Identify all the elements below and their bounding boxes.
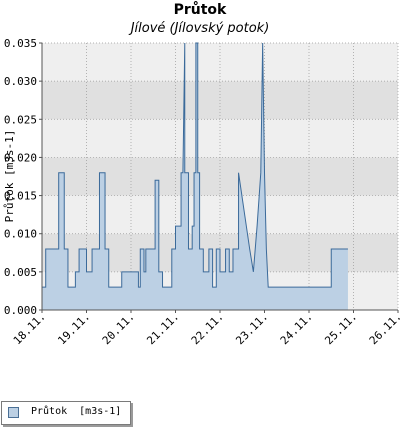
- y-tick-label: 0.010: [4, 228, 37, 241]
- plot-band: [42, 43, 398, 82]
- x-tick-label: 19.11.: [55, 310, 92, 347]
- y-tick-label: 0.000: [4, 304, 37, 317]
- x-tick-label: 25.11.: [322, 310, 359, 347]
- x-tick-label: 22.11.: [189, 310, 226, 347]
- y-tick-label: 0.030: [4, 75, 37, 88]
- y-tick-label: 0.025: [4, 113, 37, 126]
- x-tick-label: 24.11.: [278, 310, 315, 347]
- y-tick-labels: 0.000 0.005 0.010 0.015 0.020 0.025 0.030 0.035: [4, 37, 42, 317]
- legend: Průtok [m3s-1]: [1, 401, 131, 425]
- series-line: [42, 42, 348, 288]
- legend-swatch: [8, 407, 19, 418]
- y-tick-label: 0.020: [4, 151, 37, 164]
- series-area: [42, 43, 348, 310]
- x-tick-label: 20.11.: [100, 310, 137, 347]
- y-tick-label: 0.035: [4, 37, 37, 50]
- legend-label: Průtok [m3s-1]: [31, 406, 122, 417]
- x-tick-label: 23.11.: [233, 310, 270, 347]
- y-axis-label: Průtok [m3s-1]: [3, 130, 16, 223]
- y-tick-label: 0.015: [4, 190, 37, 203]
- x-tick-label: 21.11.: [144, 310, 181, 347]
- series-area-layer: [42, 42, 348, 310]
- chart-title: Průtok: [173, 2, 227, 18]
- x-tick-label: 26.11.: [367, 310, 400, 347]
- y-tick-label: 0.005: [4, 266, 37, 279]
- chart-subtitle: Jílové (Jílovský potok): [130, 21, 270, 36]
- x-tick-labels: 18.11. 19.11. 20.11. 21.11. 22.11. 23.11. 24.1…: [11, 310, 400, 347]
